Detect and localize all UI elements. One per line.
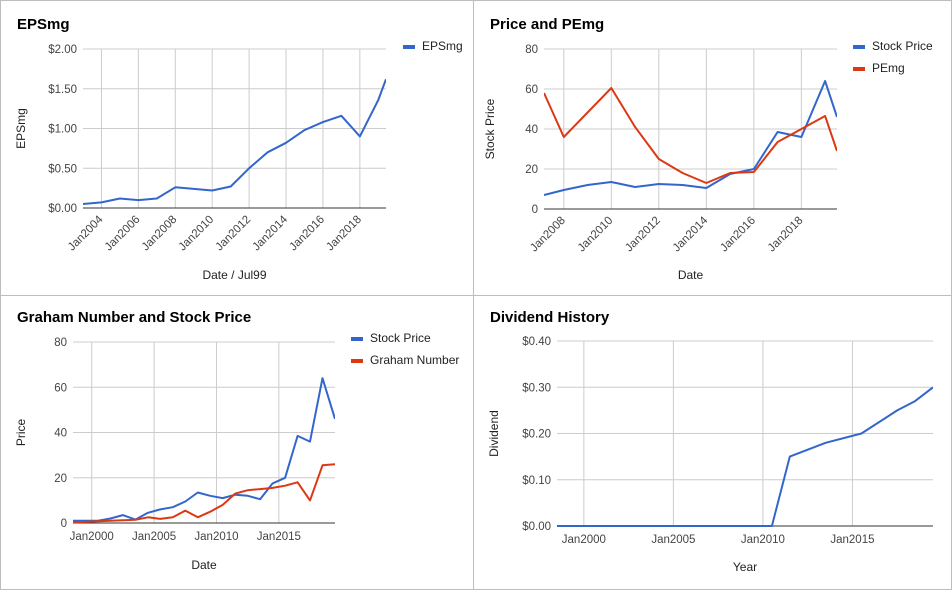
y-tick-label: 60: [525, 84, 538, 96]
series-line-2: [544, 87, 837, 184]
eps-chart-panel: EPSmg $0.00 $0.50 $1.00 $1.50 $2.00 Jan2004 Jan…: [0, 0, 474, 296]
y-tick-label: $0.00: [48, 203, 77, 215]
y-tick-label: $1.50: [48, 84, 77, 96]
x-tick-label: Jan2010: [177, 214, 217, 254]
y-tick-label: 0: [61, 518, 67, 530]
x-tick-label: Jan2010: [576, 215, 616, 255]
chart-title: Graham Number and Stock Price: [17, 309, 251, 326]
y-tick-label: $0.30: [522, 382, 551, 394]
x-tick-label: Jan2004: [66, 213, 106, 253]
series-line-2: [73, 463, 335, 524]
x-axis-title: Year: [733, 560, 757, 574]
y-tick-label: $0.50: [48, 163, 77, 175]
y-tick-label: 20: [525, 164, 538, 176]
x-tick-label: Jan2006: [103, 214, 143, 254]
x-tick-label: Jan2005: [651, 534, 695, 546]
x-axis-title: Date: [678, 268, 704, 282]
x-tick-label: Jan2018: [324, 214, 364, 254]
series-line-1: [73, 377, 335, 522]
x-tick-label: Jan2014: [250, 213, 290, 253]
x-tick-label: Jan2016: [287, 214, 327, 254]
y-axis-title: Price: [14, 419, 28, 447]
y-tick-label: 40: [54, 428, 67, 440]
legend-swatch: [351, 337, 363, 341]
legend-swatch: [351, 359, 363, 363]
legend-label: PEmg: [872, 61, 905, 75]
x-tick-label: Jan2018: [766, 215, 806, 255]
x-tick-label: Jan2010: [741, 534, 785, 546]
x-tick-label: Jan2014: [671, 214, 711, 254]
y-tick-label: 80: [525, 44, 538, 56]
y-tick-label: $0.10: [522, 475, 551, 487]
y-axis-title: Dividend: [487, 410, 501, 457]
y-tick-label: 40: [525, 124, 538, 136]
series-line-1: [83, 78, 386, 205]
dividend-chart-panel: Dividend History $0.00 $0.10 $0.20 $0.30 $0.4…: [473, 295, 952, 590]
y-tick-label: 20: [54, 473, 67, 485]
y-tick-label: 0: [532, 204, 538, 216]
x-tick-label: Jan2015: [830, 534, 874, 546]
y-tick-label: $0.20: [522, 429, 551, 441]
y-tick-label: $2.00: [48, 44, 77, 56]
x-tick-label: Jan2008: [140, 214, 180, 254]
y-axis-title: EPSmg: [14, 108, 28, 149]
x-tick-label: Jan2005: [132, 531, 176, 543]
legend-swatch: [853, 45, 865, 49]
y-tick-label: 80: [54, 337, 67, 349]
legend-label: Stock Price: [872, 39, 933, 53]
eps-chart: EPSmg$0.00$0.50$1.00$1.50$2.00Jan2004Jan…: [14, 16, 463, 282]
x-tick-label: Jan2012: [623, 215, 663, 255]
x-tick-label: Jan2012: [214, 214, 254, 254]
chart-title: Price and PEmg: [490, 16, 604, 33]
x-axis-title: Date / Jul99: [202, 268, 266, 282]
dividend-chart: Dividend History $0.00 $0.10 $0.20 $0.30 $0.4…: [487, 309, 933, 574]
x-tick-label: Jan2016: [718, 215, 758, 255]
graham-chart-panel: Graham Number and Stock Price 0 20 40 60 80 Ja…: [0, 295, 474, 590]
x-tick-label: Jan2000: [562, 534, 606, 546]
y-tick-label: $0.00: [522, 521, 551, 533]
y-tick-label: 60: [54, 382, 67, 394]
chart-title: EPSmg: [17, 16, 70, 33]
x-tick-label: Jan2000: [70, 531, 114, 543]
y-axis-title: Stock Price: [483, 98, 497, 159]
x-tick-label: Jan2015: [257, 531, 301, 543]
graham-chart: Graham Number and Stock Price 0 20 40 60 80 Ja…: [14, 309, 459, 572]
legend-label: EPSmg: [422, 39, 463, 53]
x-tick-label: Jan2008: [528, 215, 568, 255]
chart-title: Dividend History: [490, 309, 610, 326]
series-line-1: [557, 386, 933, 527]
legend-swatch: [403, 45, 415, 49]
legend-label: Graham Number: [370, 353, 459, 367]
price-pe-chart-panel: Price and PEmg 0 20 40 60 80 Jan2008 Jan2010 Jan…: [473, 0, 952, 296]
series-line-1: [544, 80, 837, 196]
y-tick-label: $1.00: [48, 124, 77, 136]
x-axis-title: Date: [191, 558, 217, 572]
x-tick-label: Jan2010: [194, 531, 238, 543]
legend-label: Stock Price: [370, 331, 431, 345]
legend-swatch: [853, 67, 865, 71]
y-tick-label: $0.40: [522, 336, 551, 348]
